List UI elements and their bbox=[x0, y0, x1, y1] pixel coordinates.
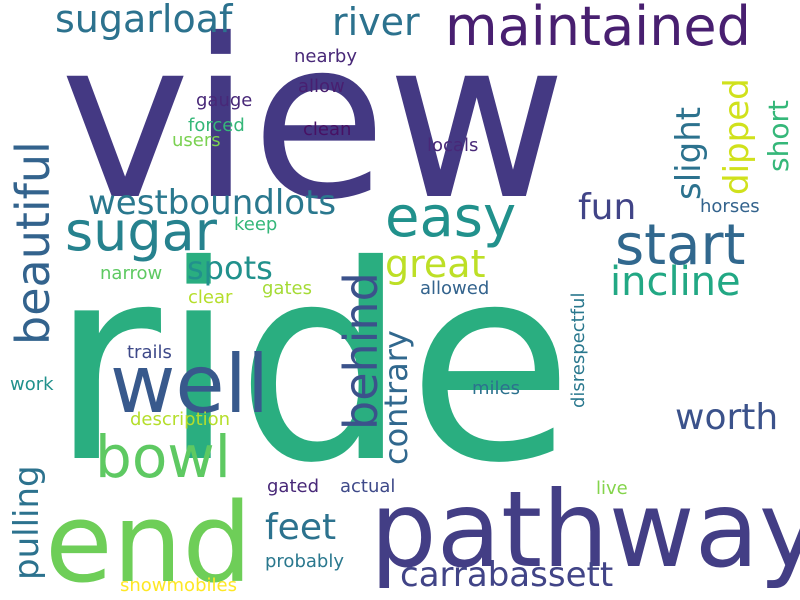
word-ride: ride bbox=[50, 207, 574, 522]
word-bowl: bowl bbox=[95, 423, 231, 491]
word-slight: slight bbox=[669, 106, 709, 200]
word-gated: gated bbox=[267, 476, 320, 497]
word-sugarloaf: sugarloaf bbox=[55, 0, 233, 41]
word-start: start bbox=[615, 213, 746, 278]
word-probably: probably bbox=[265, 551, 344, 572]
word-actual: actual bbox=[340, 476, 396, 497]
word-dipped: dipped bbox=[717, 78, 757, 195]
word-river: river bbox=[332, 0, 420, 44]
word-feet: feet bbox=[265, 507, 337, 548]
word-maintained: maintained bbox=[445, 0, 751, 58]
word-clean: clean bbox=[303, 119, 352, 140]
word-gates: gates bbox=[262, 278, 312, 299]
word-forced: forced bbox=[188, 115, 245, 136]
word-well: well bbox=[110, 338, 270, 431]
word-pathway: pathway bbox=[370, 469, 800, 591]
word-locals: locals bbox=[427, 135, 479, 156]
word-beautiful: beautiful bbox=[6, 141, 60, 345]
word-fun: fun bbox=[578, 187, 637, 228]
word-end: end bbox=[45, 479, 253, 600]
word-miles: miles bbox=[472, 378, 520, 399]
word-clear: clear bbox=[188, 287, 233, 308]
word-worth: worth bbox=[675, 397, 779, 438]
word-live: live bbox=[596, 478, 628, 499]
word-pulling: pulling bbox=[7, 465, 47, 580]
word-spots: spots bbox=[187, 249, 273, 287]
word-gauge: gauge bbox=[196, 90, 253, 111]
word-carrabassett: carrabassett bbox=[400, 555, 614, 595]
word-description: description bbox=[130, 409, 231, 430]
word-work: work bbox=[10, 374, 54, 395]
word-horses: horses bbox=[700, 196, 760, 217]
word-allow: allow bbox=[298, 76, 345, 97]
word-keep: keep bbox=[234, 214, 278, 235]
word-easy: easy bbox=[385, 185, 517, 250]
word-nearby: nearby bbox=[294, 46, 357, 67]
word-narrow: narrow bbox=[100, 263, 163, 284]
word-incline: incline bbox=[610, 259, 741, 305]
word-contrary: contrary bbox=[377, 330, 415, 465]
word-snowmobiles: snowmobiles bbox=[120, 575, 237, 596]
word-westboundlots: westboundlots bbox=[88, 183, 337, 223]
word-users: users bbox=[172, 130, 221, 151]
word-short: short bbox=[762, 100, 795, 172]
word-view: view bbox=[60, 0, 567, 248]
word-great: great bbox=[385, 242, 486, 286]
word-trails: trails bbox=[127, 342, 172, 363]
word-disrespectful: disrespectful bbox=[568, 292, 589, 408]
word-allowed: allowed bbox=[420, 278, 490, 299]
word-sugar: sugar bbox=[65, 200, 217, 263]
